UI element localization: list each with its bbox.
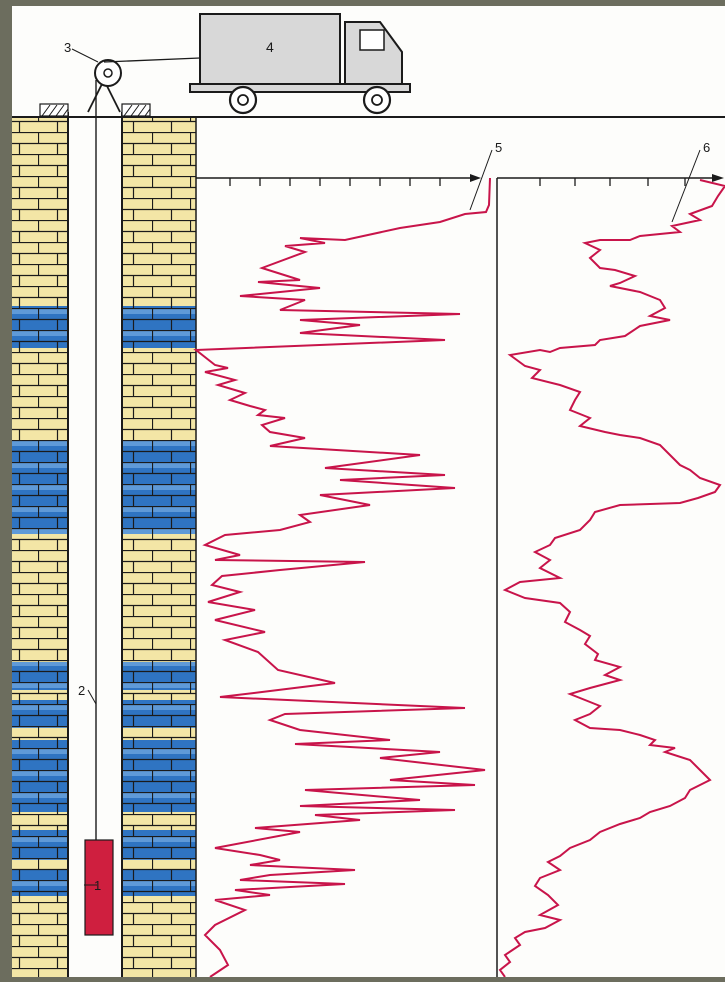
formation-right-column: [122, 118, 197, 977]
probe-icon: [84, 839, 114, 936]
ground-surface: [12, 103, 725, 118]
truck-icon: [189, 13, 411, 115]
log-track-a-axis: [196, 174, 481, 186]
pulley-icon: [87, 57, 201, 113]
formation-left-column: [12, 118, 68, 977]
log-track-b-axis: [496, 174, 724, 977]
label-cable: 2: [78, 683, 85, 698]
borehole: [67, 112, 123, 977]
label-truck: 4: [266, 39, 274, 55]
label-pulley: 3: [64, 40, 71, 55]
log-curve-a: [193, 177, 491, 978]
log-curve-b: [498, 179, 725, 978]
label-log-curve-a: 5: [495, 140, 502, 155]
label-log-curve-b: 6: [703, 140, 710, 155]
leader-lines: [71, 48, 701, 886]
label-probe: 1: [94, 878, 101, 893]
